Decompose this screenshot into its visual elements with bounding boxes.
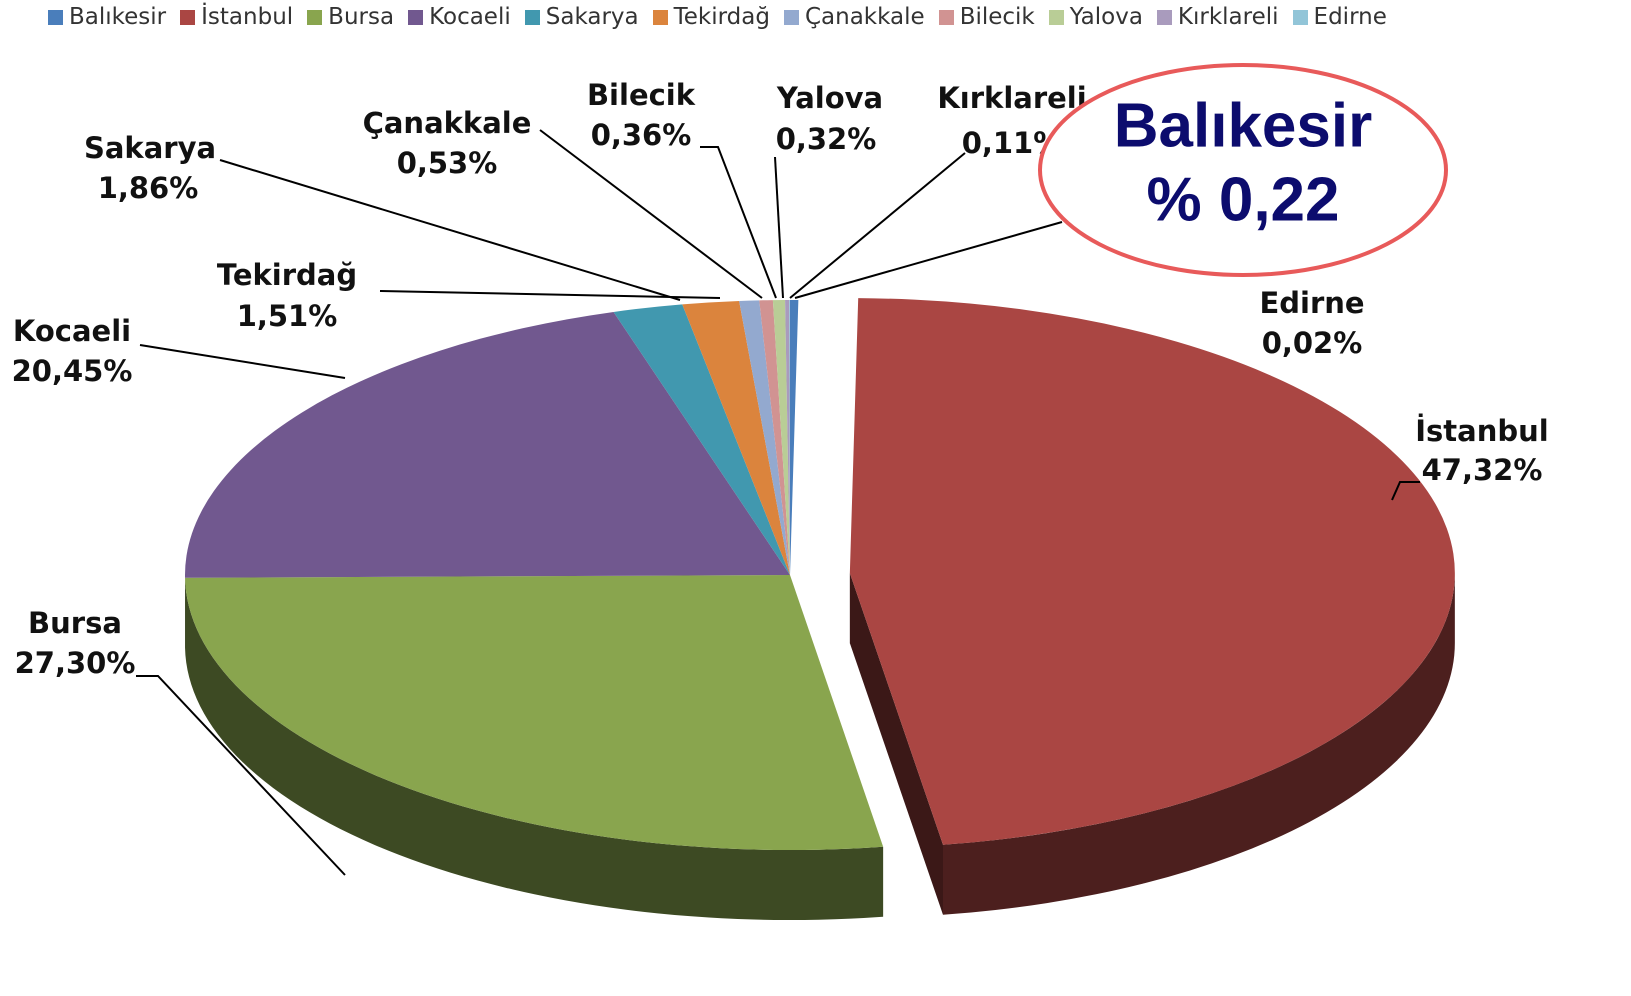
legend-item: Balıkesir — [48, 4, 166, 30]
data-label-name: Bursa — [28, 606, 122, 640]
slice — [682, 300, 790, 575]
slice — [185, 311, 791, 578]
data-label: 1,86% — [98, 171, 199, 205]
slice — [849, 298, 1455, 845]
legend-label: Bilecik — [959, 4, 1035, 30]
legend-label: Sakarya — [545, 4, 639, 30]
leader-line — [136, 675, 346, 876]
slice — [759, 300, 790, 575]
legend-label: İstanbul — [201, 4, 294, 30]
legend-swatch — [652, 9, 668, 25]
slice — [790, 300, 799, 575]
slice — [613, 304, 790, 575]
legend-swatch — [180, 9, 196, 25]
data-label-name: Tekirdağ — [217, 258, 357, 292]
leader-line — [1391, 481, 1420, 501]
annotation-title: Balıkesir — [1114, 91, 1373, 160]
legend-swatch — [307, 9, 323, 25]
data-label: 20,45% — [12, 354, 133, 388]
data-label: 0,32% — [776, 122, 877, 156]
data-label-name: Yalova — [776, 81, 883, 115]
slice — [789, 300, 790, 575]
legend-swatch — [1292, 9, 1308, 25]
leader-line — [219, 159, 681, 301]
legend-label: Bursa — [328, 4, 395, 30]
legend-item: Kocaeli — [408, 4, 511, 30]
legend-swatch — [48, 9, 63, 25]
legend-item: Bilecik — [938, 4, 1035, 30]
slice — [785, 300, 790, 575]
data-label-name: Edirne — [1259, 286, 1364, 320]
data-label: 47,32% — [1422, 453, 1543, 487]
leader-line — [789, 152, 966, 299]
data-label: 0,36% — [591, 118, 692, 152]
data-label-name: Bilecik — [587, 78, 696, 112]
legend-item: Tekirdağ — [652, 4, 770, 30]
data-label: 0,53% — [397, 146, 498, 180]
slice — [739, 300, 790, 575]
annotation-ellipse — [1038, 63, 1448, 277]
legend-item: Kırklareli — [1156, 4, 1279, 30]
legend: Balıkesir İstanbul Bursa Kocaeli Sakarya Teki… — [48, 4, 1387, 30]
legend-label: Yalova — [1069, 4, 1143, 30]
legend-item: İstanbul — [180, 4, 293, 30]
data-label: 1,51% — [237, 299, 338, 333]
data-label: 0,02% — [1262, 326, 1363, 360]
data-label-name: Kocaeli — [13, 314, 131, 348]
slice — [185, 575, 884, 850]
data-label: 27,30% — [15, 646, 136, 680]
legend-swatch — [408, 9, 424, 25]
legend-swatch — [1156, 9, 1172, 25]
legend-label: Kırklareli — [1177, 4, 1279, 30]
slice-side — [942, 573, 1455, 915]
legend-swatch — [524, 9, 540, 25]
legend-item: Yalova — [1048, 4, 1143, 30]
data-label-name: Sakarya — [84, 131, 216, 165]
legend-label: Kocaeli — [429, 4, 511, 30]
slice — [772, 300, 790, 575]
leader-line — [700, 146, 777, 299]
leader-line — [774, 156, 784, 299]
data-label-name: Çanakkale — [363, 106, 532, 140]
leader-line — [539, 129, 763, 299]
data-label-name: İstanbul — [1415, 414, 1548, 448]
leader-line — [139, 344, 346, 379]
slice-side — [849, 573, 943, 915]
legend-label: Çanakkale — [804, 4, 925, 30]
slice-side — [185, 577, 884, 921]
legend-item: Bursa — [307, 4, 394, 30]
legend-label: Edirne — [1313, 4, 1387, 30]
data-label-name: Kırklareli — [937, 81, 1086, 115]
legend-item: Sakarya — [524, 4, 639, 30]
legend-label: Tekirdağ — [673, 4, 770, 30]
legend-label: Balıkesir — [69, 4, 167, 30]
legend-item: Çanakkale — [783, 4, 925, 30]
legend-swatch — [783, 9, 799, 25]
leader-line — [379, 290, 721, 299]
annotation-text: % 0,22 — [1146, 165, 1339, 234]
leader-line — [794, 221, 1063, 299]
legend-swatch — [938, 9, 954, 25]
legend-item: Edirne — [1292, 4, 1387, 30]
legend-swatch — [1048, 9, 1064, 25]
